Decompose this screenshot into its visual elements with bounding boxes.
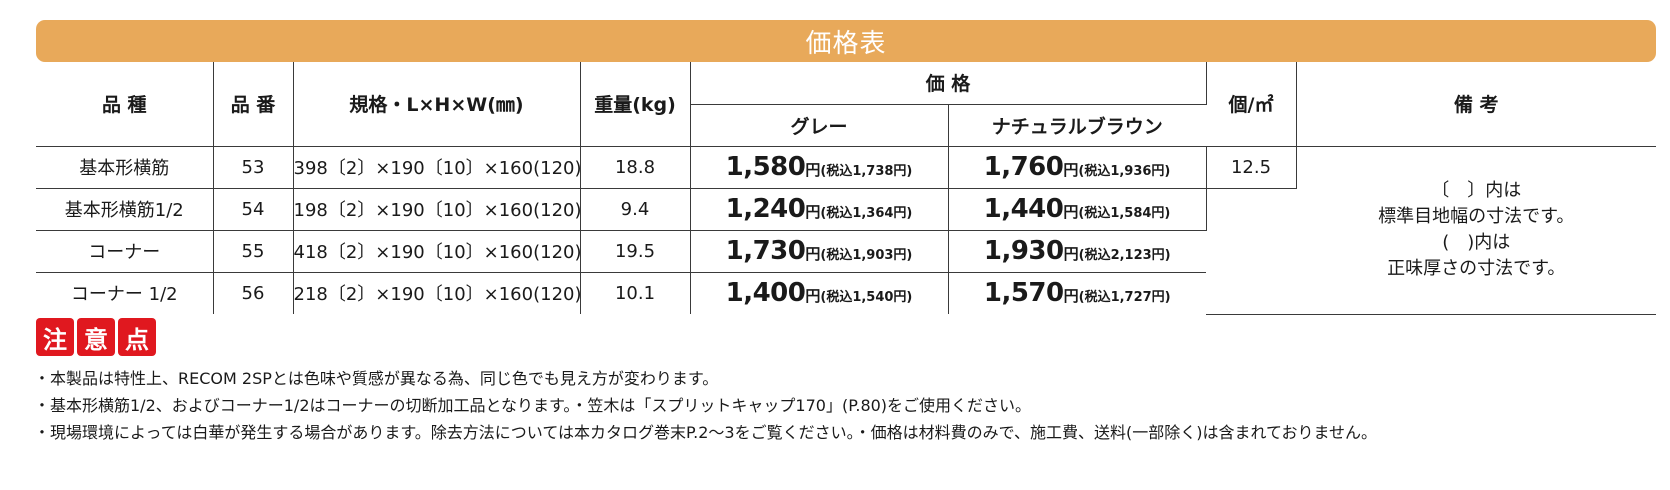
remarks-line: ( )内は: [1442, 232, 1511, 253]
table-row: 基本形横筋1/2 54 198〔2〕×190〔10〕×160(120) 9.4 …: [36, 188, 1656, 315]
note-line: ・本製品は特性上、RECOM 2SPとは色味や質感が異なる為、同じ色でも見え方が…: [34, 369, 719, 388]
row-price-brown: 1,440円(税込1,584円): [948, 188, 1207, 231]
caution-notes: ・本製品は特性上、RECOM 2SPとは色味や質感が異なる為、同じ色でも見え方が…: [34, 365, 1377, 446]
row-spec: 418〔2〕×190〔10〕×160(120): [293, 230, 582, 273]
yen-unit: 円: [805, 161, 821, 179]
price-value: 1,570: [983, 278, 1064, 309]
row-spec: 218〔2〕×190〔10〕×160(120): [293, 272, 582, 314]
row-name: 基本形横筋1/2: [36, 188, 214, 231]
yen-unit: 円: [1063, 161, 1079, 179]
yen-unit: 円: [1063, 245, 1079, 263]
row-spec: 198〔2〕×190〔10〕×160(120): [293, 188, 582, 231]
note-line: ・基本形横筋1/2、およびコーナー1/2はコーナーの切断加工品となります。・笠木…: [34, 396, 1032, 415]
header-weight: 重量(kg): [580, 62, 691, 147]
price-tax: (税込1,936円): [1078, 164, 1171, 179]
row-code: 55: [213, 230, 294, 273]
row-name: コーナー: [36, 230, 214, 273]
row-weight: 19.5: [580, 230, 691, 273]
price-tax: (税込1,727円): [1078, 290, 1171, 306]
caution-char: 点: [118, 318, 156, 356]
caution-char: 意: [77, 318, 115, 356]
row-price-grey: 1,580円(税込1,738円): [690, 146, 949, 189]
price-value: 1,240: [725, 194, 806, 224]
header-price-grey: グレー: [690, 104, 949, 147]
yen-unit: 円: [1063, 287, 1079, 306]
header-per-m2: 個/㎡: [1206, 62, 1297, 147]
row-price-brown: 1,930円(税込2,123円): [948, 230, 1206, 273]
price-tax: (税込1,540円): [820, 290, 913, 306]
remarks-cell: 〔 〕内は 標準目地幅の寸法です。 ( )内は 正味厚さの寸法です。: [1296, 146, 1656, 315]
row-per-m2-blank: [1206, 188, 1296, 315]
yen-unit: 円: [1063, 203, 1079, 221]
header-price: 価 格: [690, 62, 1207, 105]
header-code: 品 番: [213, 62, 294, 147]
remarks-line: 標準目地幅の寸法です。: [1378, 206, 1575, 227]
row-code: 56: [213, 272, 294, 314]
row-weight: 10.1: [580, 272, 691, 314]
price-tax: (税込1,584円): [1078, 206, 1171, 221]
price-value: 1,580: [725, 152, 806, 182]
row-weight: 9.4: [580, 188, 691, 231]
header-spec: 規格・L×H×W(㎜): [293, 62, 581, 147]
table-row: コーナー 55 418〔2〕×190〔10〕×160(120) 19.5 1,7…: [36, 230, 1656, 273]
price-table-title: 価格表: [36, 20, 1656, 62]
row-price-grey: 1,730円(税込1,903円): [690, 230, 949, 273]
row-price-brown: 1,760円(税込1,936円): [948, 146, 1207, 189]
price-value: 1,400: [725, 278, 806, 309]
price-tax: (税込1,364円): [820, 206, 913, 221]
remarks-line: 〔 〕内は: [1431, 180, 1522, 201]
table-row: 基本形横筋 53 398〔2〕×190〔10〕×160(120) 18.8 1,…: [36, 146, 1656, 315]
row-name: 基本形横筋: [36, 146, 214, 189]
row-code: 54: [213, 188, 294, 231]
row-code: 53: [213, 146, 294, 189]
price-value: 1,730: [725, 236, 806, 266]
row-name: コーナー 1/2: [36, 272, 214, 314]
yen-unit: 円: [805, 203, 821, 221]
price-tax: (税込2,123円): [1078, 248, 1171, 263]
header-name: 品 種: [36, 62, 214, 147]
yen-unit: 円: [805, 287, 821, 306]
note-line: ・現場環境によっては白華が発生する場合があります。除去方法については本カタログ巻…: [34, 423, 1378, 442]
row-spec: 398〔2〕×190〔10〕×160(120): [293, 146, 582, 189]
row-per-m2: 12.5: [1206, 146, 1297, 189]
price-value: 1,930: [983, 236, 1064, 266]
row-price-grey: 1,240円(税込1,364円): [690, 188, 949, 231]
caution-badge: 注 意 点: [36, 318, 156, 356]
price-value: 1,760: [983, 152, 1064, 182]
yen-unit: 円: [805, 245, 821, 263]
row-weight: 18.8: [580, 146, 691, 189]
price-value: 1,440: [983, 194, 1064, 224]
caution-char: 注: [36, 318, 74, 356]
remarks-line: 正味厚さの寸法です。: [1387, 258, 1566, 279]
price-table: 品 種 品 番 規格・L×H×W(㎜) 重量(kg) 価 格 個/㎡ 備 考 グ…: [36, 62, 1656, 315]
header-price-brown: ナチュラルブラウン: [948, 104, 1206, 147]
row-price-brown: 1,570円(税込1,727円): [948, 272, 1206, 314]
row-price-grey: 1,400円(税込1,540円): [690, 272, 949, 314]
table-row: コーナー 1/2 56 218〔2〕×190〔10〕×160(120) 10.1…: [36, 272, 1656, 314]
price-tax: (税込1,738円): [820, 164, 913, 179]
header-remarks: 備 考: [1296, 62, 1656, 147]
price-tax: (税込1,903円): [820, 248, 913, 263]
